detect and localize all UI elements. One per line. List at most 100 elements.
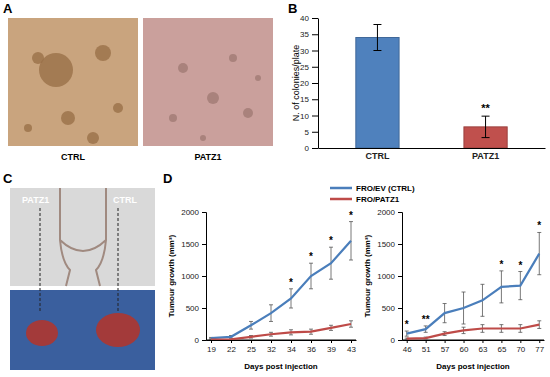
tick-label: 0 bbox=[391, 336, 396, 345]
tick: 10 bbox=[300, 112, 318, 121]
tick-label: 2000 bbox=[377, 208, 395, 217]
colony bbox=[207, 92, 219, 104]
plot bbox=[356, 25, 507, 149]
tick-mark bbox=[312, 99, 318, 100]
legend-label: FRO/EV (CTRL) bbox=[356, 184, 415, 193]
plot bbox=[405, 232, 542, 339]
tick-mark bbox=[312, 116, 318, 117]
tick: 57 bbox=[441, 340, 450, 354]
error-bar bbox=[482, 116, 490, 137]
axis-line bbox=[398, 213, 403, 341]
axis-line bbox=[318, 19, 319, 149]
tick: 77 bbox=[535, 340, 544, 354]
y-axis-title: N. of colonies/plate bbox=[291, 45, 301, 122]
tick-label: 19 bbox=[207, 345, 216, 354]
tick: 36 bbox=[307, 340, 316, 354]
axis-line bbox=[319, 148, 546, 149]
tick-label: 57 bbox=[441, 345, 450, 354]
tick-mark bbox=[312, 148, 318, 149]
tick: 0 bbox=[391, 336, 402, 345]
tick-label: 43 bbox=[347, 345, 356, 354]
y-axis-title: Tumour growth (mm³) bbox=[363, 234, 372, 317]
tick-label: 22 bbox=[227, 345, 236, 354]
tick: 0 bbox=[305, 144, 318, 153]
annotation: * bbox=[329, 235, 333, 246]
tick-label: 15 bbox=[300, 95, 309, 104]
annotation: * bbox=[499, 259, 503, 270]
photo-label: PATZ1 bbox=[22, 195, 49, 205]
tick-label: 500 bbox=[382, 304, 396, 313]
axis-line bbox=[202, 213, 207, 341]
tick: PATZ1 bbox=[472, 148, 499, 161]
tick-mark bbox=[202, 212, 206, 213]
tick: 2000 bbox=[377, 208, 402, 217]
legend-label: FRO/PATZ1 bbox=[356, 195, 400, 204]
photo bbox=[10, 290, 155, 370]
tick: 34 bbox=[287, 340, 296, 354]
tick-label: 30 bbox=[300, 47, 309, 56]
x-axis: 4651576063657077 bbox=[403, 340, 545, 354]
tick: 1000 bbox=[181, 272, 206, 281]
plot bbox=[209, 222, 353, 340]
tick-label: 20 bbox=[300, 79, 309, 88]
tick-label: 40 bbox=[300, 14, 309, 23]
tick-label: 32 bbox=[267, 345, 276, 354]
colony bbox=[95, 45, 111, 61]
tick-mark bbox=[312, 18, 318, 19]
tick-label: 5 bbox=[305, 128, 310, 137]
tick-label: 39 bbox=[327, 345, 336, 354]
tick: 2000 bbox=[181, 208, 206, 217]
tick-mark bbox=[202, 308, 206, 309]
mouse bbox=[60, 188, 106, 286]
colony bbox=[169, 114, 177, 122]
tick-mark bbox=[398, 276, 402, 277]
x-axis-title: Days post injection bbox=[244, 362, 317, 371]
colony bbox=[87, 132, 99, 144]
error-bar bbox=[373, 25, 381, 51]
tick-mark bbox=[202, 276, 206, 277]
tick-mark bbox=[398, 212, 402, 213]
tick-label: 1000 bbox=[181, 272, 199, 281]
annotation: * bbox=[537, 220, 541, 231]
colony bbox=[255, 75, 261, 81]
tick-label: 70 bbox=[516, 345, 525, 354]
series-line bbox=[211, 241, 351, 338]
tick-mark bbox=[398, 308, 402, 309]
tick: 25 bbox=[300, 63, 318, 72]
y-axis-title: Tumour growth (mm³) bbox=[167, 234, 176, 317]
tick: 0 bbox=[195, 336, 206, 345]
colony bbox=[61, 111, 75, 125]
tick: 60 bbox=[460, 340, 469, 354]
tick: 70 bbox=[516, 340, 525, 354]
tick-label: 36 bbox=[307, 345, 316, 354]
tick: 65 bbox=[497, 340, 506, 354]
tick: CTRL bbox=[365, 148, 389, 161]
tick-label: PATZ1 bbox=[472, 151, 499, 161]
tick: 46 bbox=[403, 340, 412, 354]
tick: 25 bbox=[247, 340, 256, 354]
tick-mark bbox=[312, 67, 318, 68]
x-axis: 19 22 25 32 34 36 39 43 bbox=[207, 340, 357, 354]
tick-label: 25 bbox=[247, 345, 256, 354]
annotation: ** bbox=[422, 314, 430, 325]
colony bbox=[229, 54, 237, 62]
photo-caption: CTRL bbox=[61, 152, 85, 162]
y-axis: 0 500 1000 1500 2000 bbox=[377, 208, 402, 345]
tick: 5 bbox=[305, 128, 318, 137]
tick-label: 2000 bbox=[181, 208, 199, 217]
tick: 1500 bbox=[181, 240, 206, 249]
tick-label: 60 bbox=[460, 345, 469, 354]
series-line bbox=[407, 254, 540, 334]
pointer bbox=[118, 208, 119, 312]
bar bbox=[356, 38, 399, 149]
axis-line bbox=[207, 340, 357, 341]
tick: 1500 bbox=[377, 240, 402, 249]
tick: 32 bbox=[267, 340, 276, 354]
tick-label: 25 bbox=[300, 63, 309, 72]
tick-label: 10 bbox=[300, 112, 309, 121]
annotation: * bbox=[349, 210, 353, 221]
tick: 1000 bbox=[377, 272, 402, 281]
series-line bbox=[407, 325, 540, 339]
tick: 35 bbox=[300, 30, 318, 39]
tick: 43 bbox=[347, 340, 356, 354]
